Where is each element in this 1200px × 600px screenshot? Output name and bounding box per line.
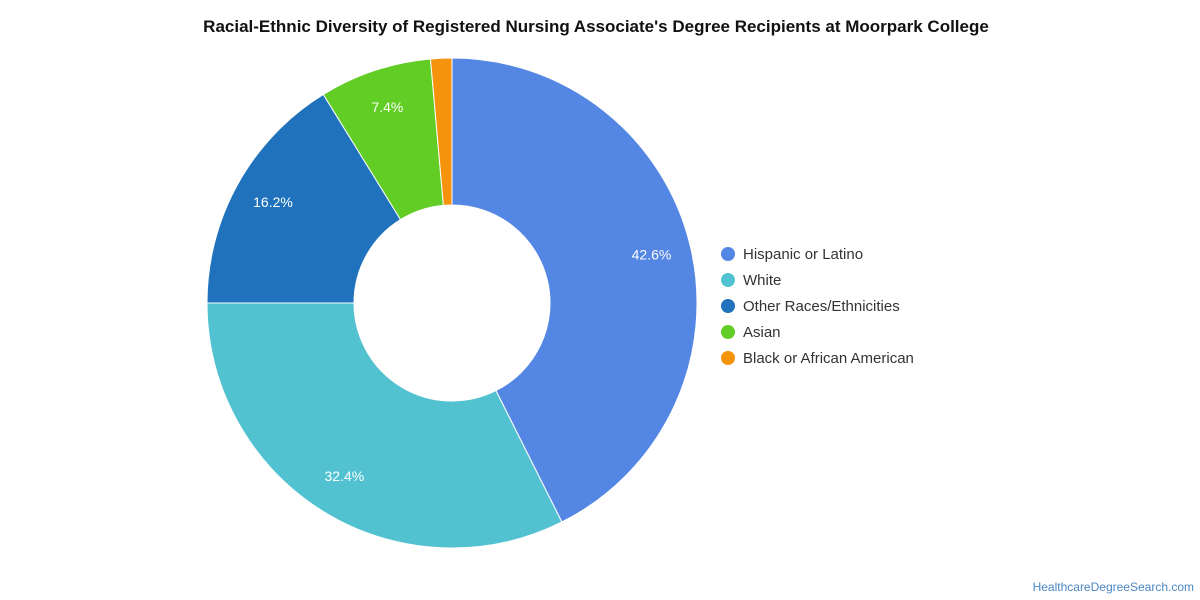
legend-swatch bbox=[721, 299, 735, 313]
legend-swatch bbox=[721, 325, 735, 339]
slice-other-races-ethnicities[interactable] bbox=[206, 93, 402, 304]
slice-label-white: 32.4% bbox=[324, 468, 364, 484]
slice-white[interactable] bbox=[206, 302, 563, 549]
slice-label-asian: 7.4% bbox=[371, 99, 403, 115]
source-credit-link[interactable]: HealthcareDegreeSearch.com bbox=[1032, 580, 1194, 594]
legend-label: White bbox=[743, 271, 782, 289]
legend-label: Black or African American bbox=[743, 349, 914, 367]
legend-item-white[interactable]: White bbox=[721, 267, 914, 293]
legend-swatch bbox=[721, 351, 735, 365]
legend-item-black-or-african-american[interactable]: Black or African American bbox=[721, 345, 914, 371]
legend-item-other-races-ethnicities[interactable]: Other Races/Ethnicities bbox=[721, 293, 914, 319]
chart-title: Racial-Ethnic Diversity of Registered Nu… bbox=[203, 17, 989, 36]
legend-label: Asian bbox=[743, 323, 781, 341]
legend-label: Other Races/Ethnicities bbox=[743, 297, 900, 315]
legend-swatch bbox=[721, 247, 735, 261]
chart-legend: Hispanic or Latino White Other Races/Ethni… bbox=[721, 241, 914, 371]
legend-label: Hispanic or Latino bbox=[743, 245, 864, 263]
slice-hispanic-or-latino[interactable] bbox=[451, 57, 698, 523]
legend-item-hispanic-or-latino[interactable]: Hispanic or Latino bbox=[721, 241, 914, 267]
slice-label-other-races-ethnicities: 16.2% bbox=[253, 194, 293, 210]
slice-black-or-african-american[interactable] bbox=[429, 57, 453, 206]
slice-label-hispanic-or-latino: 42.6% bbox=[632, 246, 672, 262]
legend-swatch bbox=[721, 273, 735, 287]
legend-item-asian[interactable]: Asian bbox=[721, 319, 914, 345]
